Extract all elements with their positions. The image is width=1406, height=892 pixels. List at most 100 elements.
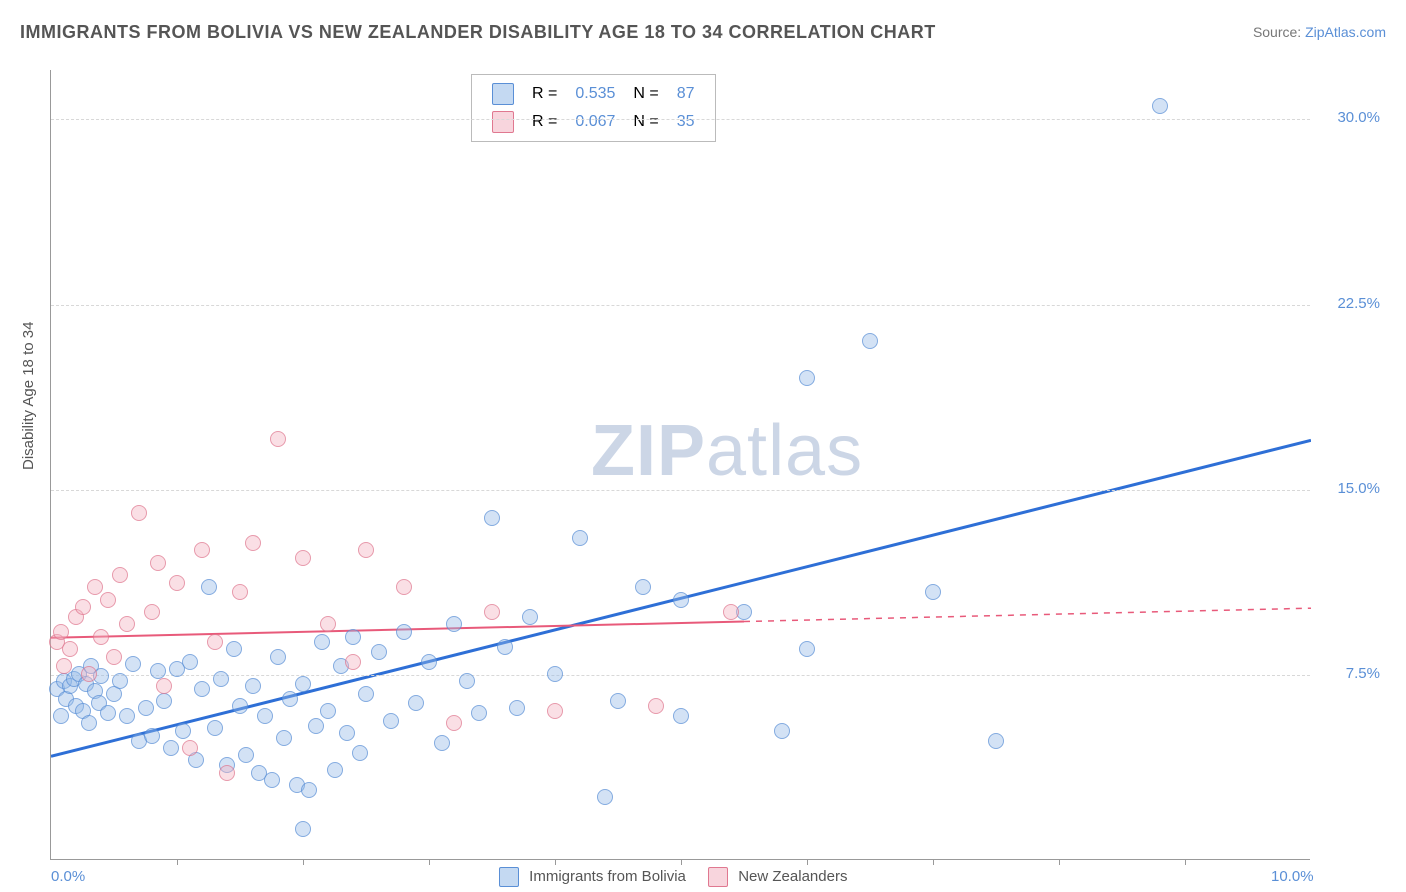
data-point bbox=[396, 624, 412, 640]
data-point bbox=[53, 624, 69, 640]
data-point bbox=[125, 656, 141, 672]
watermark: ZIPatlas bbox=[591, 410, 863, 492]
data-point bbox=[301, 782, 317, 798]
data-point bbox=[245, 678, 261, 694]
data-point bbox=[371, 644, 387, 660]
data-point bbox=[352, 745, 368, 761]
gridline bbox=[51, 490, 1310, 491]
data-point bbox=[723, 604, 739, 620]
data-point bbox=[226, 641, 242, 657]
series-legend: Immigrants from Bolivia New Zealanders bbox=[481, 867, 847, 887]
x-tick bbox=[933, 859, 934, 865]
data-point bbox=[635, 579, 651, 595]
data-point bbox=[219, 765, 235, 781]
x-tick-label: 10.0% bbox=[1271, 868, 1314, 885]
data-point bbox=[81, 666, 97, 682]
data-point bbox=[270, 649, 286, 665]
legend-swatch-blue bbox=[492, 83, 514, 105]
data-point bbox=[207, 634, 223, 650]
data-point bbox=[484, 604, 500, 620]
data-point bbox=[100, 592, 116, 608]
data-point bbox=[320, 703, 336, 719]
x-tick bbox=[1059, 859, 1060, 865]
x-tick bbox=[429, 859, 430, 865]
source-link[interactable]: ZipAtlas.com bbox=[1305, 24, 1386, 40]
data-point bbox=[207, 720, 223, 736]
gridline bbox=[51, 675, 1310, 676]
data-point bbox=[1152, 98, 1168, 114]
data-point bbox=[408, 695, 424, 711]
data-point bbox=[421, 654, 437, 670]
data-point bbox=[673, 708, 689, 724]
n-label: N = bbox=[625, 81, 666, 107]
correlation-legend: R = 0.535 N = 87 R = 0.067 N = 35 bbox=[471, 74, 716, 142]
data-point bbox=[87, 579, 103, 595]
n-value: 87 bbox=[669, 81, 703, 107]
data-point bbox=[925, 584, 941, 600]
data-point bbox=[597, 789, 613, 805]
n-value: 35 bbox=[669, 109, 703, 135]
data-point bbox=[270, 431, 286, 447]
data-point bbox=[509, 700, 525, 716]
data-point bbox=[345, 654, 361, 670]
data-point bbox=[327, 762, 343, 778]
data-point bbox=[572, 530, 588, 546]
y-tick-label: 22.5% bbox=[1337, 295, 1380, 312]
data-point bbox=[547, 703, 563, 719]
data-point bbox=[150, 663, 166, 679]
data-point bbox=[648, 698, 664, 714]
data-point bbox=[56, 658, 72, 674]
data-point bbox=[106, 649, 122, 665]
legend-row-blue: R = 0.535 N = 87 bbox=[484, 81, 703, 107]
data-point bbox=[194, 681, 210, 697]
y-tick-label: 30.0% bbox=[1337, 109, 1380, 126]
data-point bbox=[358, 542, 374, 558]
data-point bbox=[194, 542, 210, 558]
source-label: Source: bbox=[1253, 24, 1301, 40]
data-point bbox=[446, 715, 462, 731]
data-point bbox=[93, 629, 109, 645]
data-point bbox=[434, 735, 450, 751]
data-point bbox=[610, 693, 626, 709]
data-point bbox=[112, 673, 128, 689]
data-point bbox=[264, 772, 280, 788]
data-point bbox=[497, 639, 513, 655]
data-point bbox=[471, 705, 487, 721]
data-point bbox=[862, 333, 878, 349]
data-point bbox=[156, 693, 172, 709]
watermark-bold: ZIP bbox=[591, 411, 706, 491]
legend-row-pink: R = 0.067 N = 35 bbox=[484, 109, 703, 135]
data-point bbox=[144, 604, 160, 620]
data-point bbox=[175, 723, 191, 739]
trend-lines bbox=[51, 70, 1311, 860]
data-point bbox=[282, 691, 298, 707]
data-point bbox=[163, 740, 179, 756]
data-point bbox=[169, 575, 185, 591]
data-point bbox=[673, 592, 689, 608]
legend-swatch-pink bbox=[708, 867, 728, 887]
trend-line-dashed bbox=[744, 608, 1311, 621]
data-point bbox=[213, 671, 229, 687]
data-point bbox=[339, 725, 355, 741]
n-label: N = bbox=[625, 109, 666, 135]
x-tick bbox=[177, 859, 178, 865]
data-point bbox=[238, 747, 254, 763]
data-point bbox=[547, 666, 563, 682]
data-point bbox=[75, 599, 91, 615]
data-point bbox=[446, 616, 462, 632]
data-point bbox=[257, 708, 273, 724]
chart-area: Disability Age 18 to 34 ZIPatlas R = 0.5… bbox=[50, 70, 1310, 860]
r-value: 0.067 bbox=[567, 109, 623, 135]
legend-swatch-pink bbox=[492, 111, 514, 133]
data-point bbox=[396, 579, 412, 595]
data-point bbox=[100, 705, 116, 721]
data-point bbox=[459, 673, 475, 689]
data-point bbox=[774, 723, 790, 739]
data-point bbox=[81, 715, 97, 731]
x-tick bbox=[303, 859, 304, 865]
data-point bbox=[484, 510, 500, 526]
x-tick bbox=[555, 859, 556, 865]
scatter-plot: ZIPatlas R = 0.535 N = 87 R = 0.067 N = … bbox=[50, 70, 1310, 860]
data-point bbox=[295, 821, 311, 837]
x-tick-label: 0.0% bbox=[51, 868, 85, 885]
